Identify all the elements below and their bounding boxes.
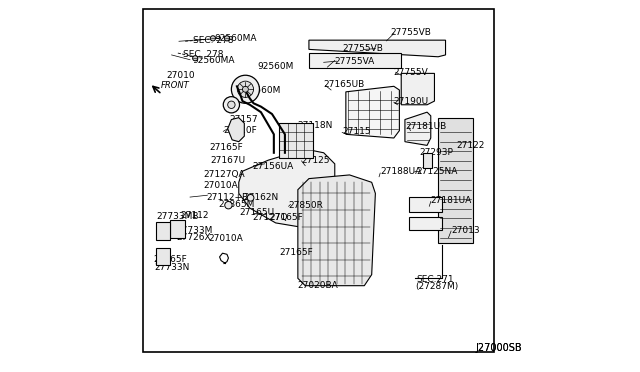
Text: 27165F: 27165F [269,213,303,222]
Text: 27020BA: 27020BA [298,281,339,290]
Polygon shape [298,175,376,286]
Polygon shape [228,118,244,142]
Bar [438,118,473,243]
Text: 27181UB: 27181UB [405,122,446,131]
Text: 27115: 27115 [342,127,371,136]
Text: 92560MA: 92560MA [215,34,257,43]
Text: 92560M: 92560M [257,61,294,71]
Text: 27112+B: 27112+B [207,193,249,202]
Text: 27112: 27112 [180,211,209,220]
Text: 27125: 27125 [301,155,330,165]
Polygon shape [239,149,335,227]
Bar [422,153,432,167]
Circle shape [223,97,239,113]
Text: 27190U: 27190U [394,97,429,106]
Text: 27165F: 27165F [280,248,313,257]
Text: 27755VA: 27755VA [335,57,375,66]
Text: SEC. 278: SEC. 278 [184,51,224,60]
Text: 92560MA: 92560MA [193,56,235,65]
Text: 27127QA: 27127QA [204,170,245,179]
Text: 27010: 27010 [167,71,195,80]
Text: 27865M: 27865M [218,200,255,209]
Text: J27000SB: J27000SB [475,343,522,353]
Circle shape [237,81,253,97]
Text: 27010A: 27010A [209,234,243,243]
Circle shape [247,195,254,201]
Circle shape [193,56,198,61]
Text: 27010F: 27010F [223,126,257,135]
Text: 27733N: 27733N [155,263,190,272]
Text: 27156UA: 27156UA [253,162,294,171]
Text: 27118N: 27118N [298,121,333,129]
Text: 27850R: 27850R [289,201,323,210]
Text: 27293P: 27293P [420,148,454,157]
Text: 92560M: 92560M [244,86,281,94]
Text: 27165U: 27165U [239,208,275,217]
Text: 27122: 27122 [456,141,484,150]
Text: 27181UA: 27181UA [431,196,472,205]
Circle shape [225,36,230,41]
Polygon shape [346,86,399,138]
Text: 27755V: 27755V [394,68,429,77]
Text: 27755VB: 27755VB [342,44,383,53]
Text: J27000SB: J27000SB [475,343,522,353]
Circle shape [243,86,248,92]
Bar [156,248,170,265]
Text: 27726X: 27726X [177,233,211,242]
Bar [280,123,312,158]
Text: 27013: 27013 [451,226,480,235]
Polygon shape [309,40,445,57]
Text: 27733M: 27733M [177,226,213,235]
Text: FRONT: FRONT [161,81,189,90]
Text: SEC.271: SEC.271 [416,275,454,283]
Text: 27188UA: 27188UA [380,167,421,176]
Text: 27157: 27157 [230,115,258,124]
Bar [408,197,442,212]
Text: (27287M): (27287M) [415,282,458,291]
Polygon shape [405,112,431,145]
Bar [156,222,170,240]
Text: 27165F: 27165F [153,255,187,264]
Circle shape [211,36,216,41]
Text: 27010A: 27010A [204,182,239,190]
Bar [170,220,185,238]
Bar [408,217,442,230]
Text: 27125NA: 27125NA [416,167,458,176]
Text: 27165F: 27165F [209,143,243,152]
Text: 27733MB: 27733MB [157,212,199,221]
Bar [309,53,401,68]
Text: 27127Q: 27127Q [253,213,288,222]
Text: SEC. 278: SEC. 278 [193,36,233,45]
Text: 27167U: 27167U [210,155,245,165]
Text: 27162N: 27162N [244,193,279,202]
Polygon shape [401,73,435,105]
Circle shape [232,75,259,103]
Text: 27165UB: 27165UB [324,80,365,89]
Text: 27755VB: 27755VB [390,28,431,37]
Circle shape [225,202,232,209]
Circle shape [228,101,235,109]
